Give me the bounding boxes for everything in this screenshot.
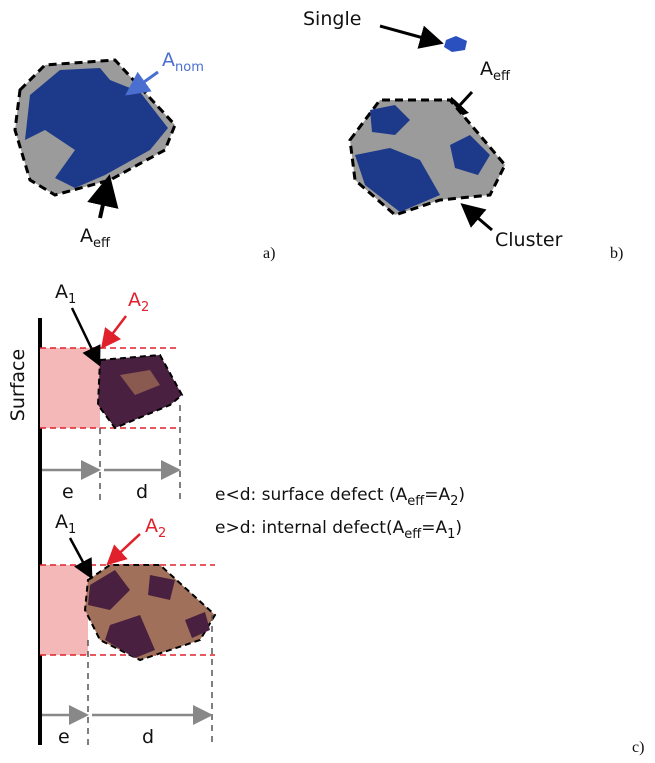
text-part: 2 xyxy=(141,300,149,315)
text-part: nom xyxy=(175,60,204,75)
arrow xyxy=(100,182,108,218)
label-a1: A1 xyxy=(55,281,76,307)
label-d: d xyxy=(136,481,148,503)
arrow xyxy=(110,534,140,562)
text-part: eff xyxy=(407,494,425,509)
text-part: A xyxy=(145,515,158,537)
text-part: 2 xyxy=(158,526,166,541)
text-part: A xyxy=(80,225,93,247)
label-a1: A1 xyxy=(55,511,76,537)
panel-label: b) xyxy=(610,245,623,262)
label-a2: A2 xyxy=(128,289,149,315)
text-part: 1 xyxy=(447,527,455,542)
text-part: 1 xyxy=(68,522,76,537)
single-defect xyxy=(444,36,467,52)
text-part: A xyxy=(128,289,141,311)
label-e: e xyxy=(58,726,70,748)
text-part: ) xyxy=(455,518,462,538)
text-part: 1 xyxy=(68,292,76,307)
arrow xyxy=(104,316,126,345)
label-a-nom: Anom xyxy=(162,49,204,75)
panel-c: Surface A1 A2 e d e<d: surface defect (A… xyxy=(7,281,644,756)
label-a2: A2 xyxy=(145,515,166,541)
projection xyxy=(40,348,100,428)
figure: Anom Aeff a) Single Aeff Cluster b) Surf… xyxy=(0,0,655,763)
panel-a: Anom Aeff a) xyxy=(15,49,275,262)
label-a-eff: Aeff xyxy=(80,225,111,251)
label-single: Single xyxy=(303,8,361,30)
arrow xyxy=(465,207,492,230)
text-part: A xyxy=(480,58,493,80)
projection xyxy=(40,565,88,655)
panel-label: c) xyxy=(632,739,644,756)
text-part: eff xyxy=(404,527,422,542)
label-e: e xyxy=(62,481,74,503)
panel-label: a) xyxy=(263,245,275,262)
text-part: e>d: internal defect(A xyxy=(215,518,405,538)
arrow xyxy=(380,26,438,42)
label-d: d xyxy=(142,726,154,748)
rule: e<d: surface defect (Aeff=A2) xyxy=(215,485,465,509)
label-surface: Surface xyxy=(7,349,29,421)
text-part: e<d: surface defect (A xyxy=(215,485,408,505)
text-part: A xyxy=(55,511,68,533)
rule: e>d: internal defect(Aeff=A1) xyxy=(215,518,462,542)
label-b-eff: Aeff xyxy=(480,58,511,84)
text-part: =A xyxy=(424,485,450,505)
text-part: A xyxy=(55,281,68,303)
text-part: 2 xyxy=(450,494,458,509)
text-part: eff xyxy=(493,69,511,84)
text-part: ) xyxy=(458,485,465,505)
label-cluster: Cluster xyxy=(495,229,563,251)
text-part: =A xyxy=(421,518,447,538)
text-part: A xyxy=(162,49,175,71)
text-part: eff xyxy=(93,236,111,251)
panel-b: Single Aeff Cluster b) xyxy=(303,8,623,262)
